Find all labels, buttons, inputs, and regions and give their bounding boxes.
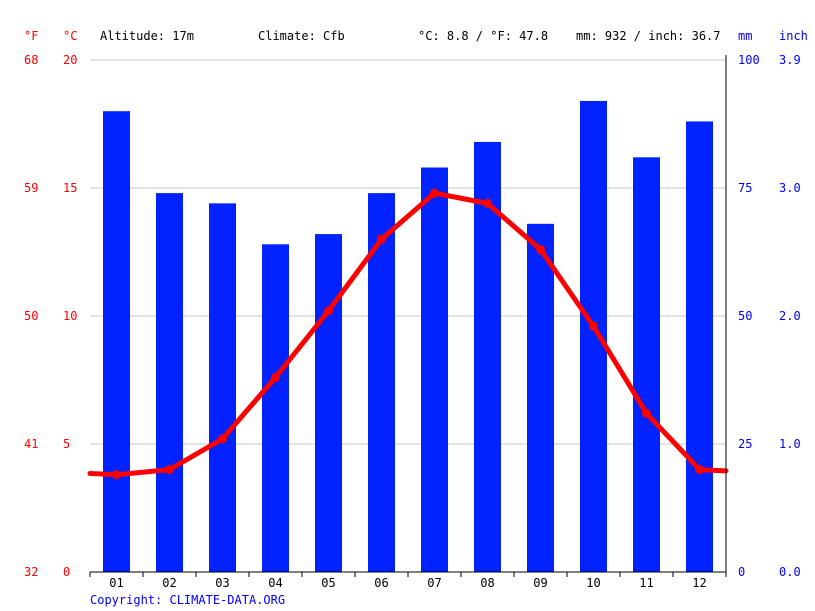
temperature-point — [589, 321, 598, 331]
temperature-point — [483, 198, 492, 208]
unit-mm-label: mm — [738, 29, 752, 43]
temperature-point — [377, 234, 386, 244]
temperature-point — [165, 465, 174, 475]
precipitation-bar — [527, 223, 554, 572]
month-tick-label: 09 — [533, 576, 547, 590]
month-tick-label: 02 — [162, 576, 176, 590]
temperature-point — [271, 372, 280, 382]
temperature-series-line — [87, 190, 729, 478]
precipitation-bar — [580, 100, 607, 573]
inch-tick-label: 1.0 — [779, 437, 801, 451]
celsius-tick-label: 20 — [63, 53, 77, 67]
altitude-label: Altitude: 17m — [100, 29, 194, 43]
celsius-tick-label: 10 — [63, 309, 77, 323]
climate-label: Climate: Cfb — [258, 29, 345, 43]
precipitation-bar — [209, 203, 236, 573]
temperature-summary: °C: 8.8 / °F: 47.8 — [418, 29, 548, 43]
month-tick-label: 11 — [639, 576, 653, 590]
temperature-point — [112, 470, 121, 480]
month-tick-label: 04 — [268, 576, 282, 590]
precipitation-bar — [103, 111, 130, 572]
inch-tick-label: 2.0 — [779, 309, 801, 323]
inch-tick-label: 3.0 — [779, 181, 801, 195]
precipitation-bar — [262, 244, 289, 572]
precipitation-bar — [368, 193, 395, 572]
unit-celsius-label: °C — [63, 29, 77, 43]
precipitation-bar — [315, 234, 342, 572]
fahrenheit-tick-label: 68 — [24, 53, 38, 67]
month-tick-label: 03 — [215, 576, 229, 590]
tick-labels: 32 0 0 0.041 5 25 1.050 10 50 2.059 15 75 3.068 20 100… — [24, 53, 801, 590]
axes — [89, 55, 727, 577]
temperature-point — [430, 188, 439, 198]
gridlines — [90, 59, 726, 445]
temperature-point — [324, 306, 333, 316]
precipitation-bar — [156, 193, 183, 572]
unit-fahrenheit-label: °F — [24, 29, 38, 43]
fahrenheit-tick-label: 50 — [24, 309, 38, 323]
month-tick-label: 05 — [321, 576, 335, 590]
precipitation-summary: mm: 932 / inch: 36.7 — [576, 29, 721, 43]
temperature-point — [695, 465, 704, 475]
precipitation-bars — [103, 100, 713, 573]
month-tick-label: 08 — [480, 576, 494, 590]
unit-inch-label: inch — [779, 29, 808, 43]
mm-tick-label: 100 — [738, 53, 760, 67]
mm-tick-label: 50 — [738, 309, 752, 323]
month-tick-label: 10 — [586, 576, 600, 590]
precipitation-bar — [421, 167, 448, 572]
month-tick-label: 06 — [374, 576, 388, 590]
temperature-point — [536, 244, 545, 254]
precipitation-bar — [686, 121, 713, 572]
temperature-line — [87, 188, 729, 480]
copyright-link[interactable]: Copyright: CLIMATE-DATA.ORG — [90, 593, 285, 607]
celsius-tick-label: 5 — [63, 437, 70, 451]
celsius-tick-label: 0 — [63, 565, 70, 579]
precipitation-bar — [633, 157, 660, 572]
celsius-tick-label: 15 — [63, 181, 77, 195]
fahrenheit-tick-label: 41 — [24, 437, 38, 451]
mm-tick-label: 75 — [738, 181, 752, 195]
month-tick-label: 07 — [427, 576, 441, 590]
temperature-point — [642, 408, 651, 418]
temperature-point — [218, 434, 227, 444]
month-tick-label: 12 — [692, 576, 706, 590]
month-tick-label: 01 — [109, 576, 123, 590]
inch-tick-label: 3.9 — [779, 53, 801, 67]
mm-tick-label: 0 — [738, 565, 745, 579]
fahrenheit-tick-label: 59 — [24, 181, 38, 195]
mm-tick-label: 25 — [738, 437, 752, 451]
inch-tick-label: 0.0 — [779, 565, 801, 579]
fahrenheit-tick-label: 32 — [24, 565, 38, 579]
